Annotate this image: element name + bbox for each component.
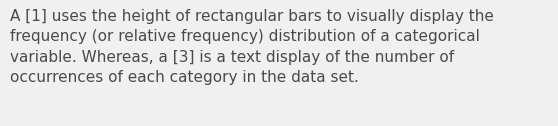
Text: A [1] uses the height of rectangular bars to visually display the
frequency (or : A [1] uses the height of rectangular bar… [10,9,494,85]
